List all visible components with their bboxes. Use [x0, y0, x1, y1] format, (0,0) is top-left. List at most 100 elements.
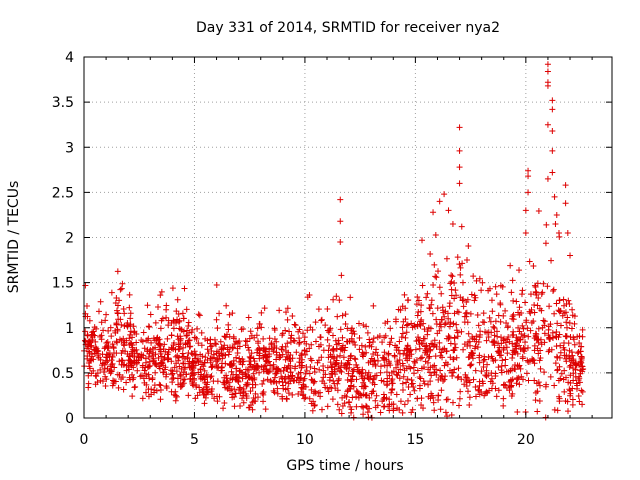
data-point: [575, 376, 582, 383]
data-point: [85, 380, 92, 387]
data-point: [522, 207, 529, 214]
data-point: [556, 308, 563, 315]
data-point: [513, 334, 520, 341]
data-point: [472, 343, 479, 350]
data-point: [398, 334, 405, 341]
data-point: [325, 329, 332, 336]
data-point: [300, 382, 307, 389]
data-point: [163, 314, 170, 321]
data-point: [443, 348, 450, 355]
data-point: [249, 375, 256, 382]
data-point: [234, 377, 241, 384]
data-point: [116, 297, 123, 304]
data-point: [450, 347, 457, 354]
data-point: [483, 367, 490, 374]
data-point: [116, 336, 123, 343]
data-point: [354, 364, 361, 371]
data-point: [266, 345, 273, 352]
data-point: [360, 379, 367, 386]
data-point: [300, 385, 307, 392]
data-point: [236, 343, 243, 350]
data-point: [488, 297, 495, 304]
data-point: [532, 283, 539, 290]
data-point: [174, 316, 181, 323]
data-point: [291, 321, 298, 328]
data-point: [363, 323, 370, 330]
data-point: [571, 336, 578, 343]
data-point: [311, 365, 318, 372]
data-point: [442, 320, 449, 327]
data-point: [337, 326, 344, 333]
data-point: [268, 379, 275, 386]
data-point: [404, 321, 411, 328]
data-point: [242, 337, 249, 344]
y-tick-label: 0.5: [52, 366, 74, 382]
data-point: [492, 373, 499, 380]
data-point: [228, 368, 235, 375]
data-point: [400, 350, 407, 357]
data-point: [230, 357, 237, 364]
data-point: [399, 409, 406, 416]
data-point: [427, 251, 434, 258]
data-point: [349, 394, 356, 401]
data-point: [439, 373, 446, 380]
data-point: [358, 342, 365, 349]
data-point: [363, 392, 370, 399]
data-point: [360, 411, 367, 418]
data-point: [451, 279, 458, 286]
data-point: [157, 382, 164, 389]
data-point: [273, 356, 280, 363]
data-point: [91, 332, 98, 339]
data-point: [397, 398, 404, 405]
data-point: [418, 316, 425, 323]
data-point: [568, 325, 575, 332]
data-point: [490, 323, 497, 330]
data-point: [508, 289, 515, 296]
data-point: [569, 352, 576, 359]
data-point: [503, 320, 510, 327]
data-point: [311, 401, 318, 408]
data-point: [311, 378, 318, 385]
data-point: [566, 363, 573, 370]
data-point: [302, 394, 309, 401]
data-point: [211, 336, 218, 343]
data-point: [298, 359, 305, 366]
data-point: [243, 381, 250, 388]
data-point: [466, 394, 473, 401]
data-point: [175, 357, 182, 364]
data-point: [342, 320, 349, 327]
data-point: [406, 363, 413, 370]
data-point: [403, 379, 410, 386]
data-point: [401, 347, 408, 354]
data-point: [436, 339, 443, 346]
data-point: [377, 409, 384, 416]
data-point: [570, 370, 577, 377]
data-point: [102, 383, 109, 390]
data-point: [507, 383, 514, 390]
data-point: [473, 333, 480, 340]
data-point: [472, 393, 479, 400]
data-point: [194, 325, 201, 332]
data-point: [389, 385, 396, 392]
data-point: [444, 310, 451, 317]
data-point: [169, 285, 176, 292]
data-point: [306, 345, 313, 352]
data-point: [515, 363, 522, 370]
data-point: [445, 315, 452, 322]
data-point: [542, 383, 549, 390]
data-point: [483, 337, 490, 344]
data-point: [271, 344, 278, 351]
data-point: [416, 345, 423, 352]
data-point: [484, 329, 491, 336]
data-point: [289, 312, 296, 319]
data-point: [131, 384, 138, 391]
data-point: [304, 294, 311, 301]
data-point: [329, 396, 336, 403]
data-point: [150, 357, 157, 364]
data-point: [344, 388, 351, 395]
data-point: [432, 232, 439, 239]
data-point: [469, 334, 476, 341]
data-point: [273, 338, 280, 345]
data-point: [386, 407, 393, 414]
